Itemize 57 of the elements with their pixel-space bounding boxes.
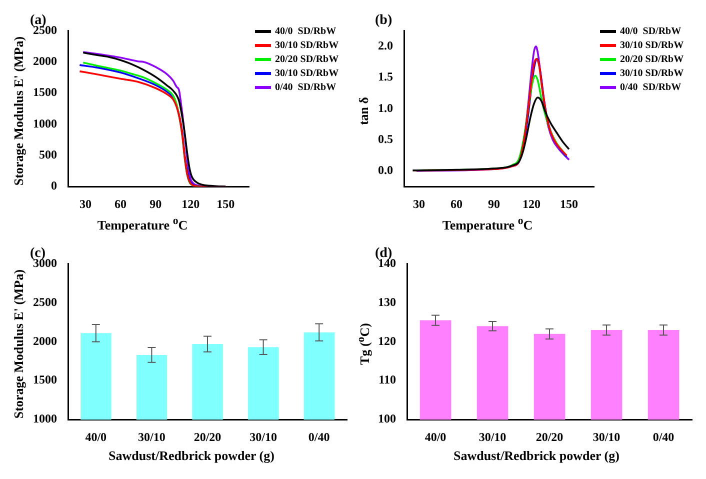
- x-tick-label: 90: [150, 196, 162, 211]
- y-axis-title: Storage Modulus E' (MPa): [11, 269, 27, 419]
- x-axis-title: Temperature $^{o}$C: [441, 215, 534, 234]
- x-tick-label: 60: [114, 196, 127, 211]
- x-tick-label: 30/10: [250, 430, 277, 444]
- y-tick-label: 0.0: [378, 163, 393, 178]
- y-tick-label: 500: [39, 148, 57, 162]
- line-series: [412, 96, 570, 172]
- x-axis-title: Sawdust/Redbrick powder (g): [452, 448, 620, 465]
- x-tick-label: 40/0: [85, 430, 107, 444]
- chart-title: (b): [375, 13, 392, 28]
- x-tick-label: 0/40: [652, 430, 674, 444]
- x-tick-label: 150: [216, 196, 235, 211]
- legend-label: 0/40 SD/RbW: [620, 82, 682, 93]
- y-tick-label: 120: [378, 334, 396, 348]
- y-tick-label: 2500: [33, 294, 57, 309]
- legend-label: 30/10 SD/RbW: [620, 40, 684, 51]
- y-tick-label: 130: [378, 294, 396, 309]
- y-tick-label: 1000: [33, 412, 57, 426]
- legend-label: 30/10 SD/RbW: [620, 68, 684, 79]
- y-tick-label: 2.0: [378, 38, 393, 52]
- x-tick-label: 60: [450, 196, 462, 211]
- x-tick-label: 120: [182, 196, 200, 211]
- y-tick-label: 1.5: [378, 70, 393, 84]
- x-tick-label: 30: [80, 196, 92, 211]
- legend-label: 20/20 SD/RbW: [620, 54, 684, 65]
- x-tick-label: 30/10: [592, 430, 620, 444]
- x-tick-label: 120: [522, 196, 540, 211]
- legend-label: 30/10 SD/RbW: [275, 40, 339, 51]
- x-tick-label: 20/20: [194, 430, 222, 444]
- y-axis-title: Storage Modulus E' (MPa): [11, 36, 27, 186]
- y-tick-label: 0: [51, 178, 57, 193]
- y-tick-label: 110: [378, 372, 396, 387]
- x-tick-label: 90: [488, 196, 500, 211]
- x-axis-title: Temperature $^{o}$C: [96, 215, 189, 234]
- x-axis-title: Sawdust/Redbrick powder (g): [108, 448, 276, 465]
- legend-label: 40/0 SD/RbW: [275, 26, 336, 37]
- y-tick-label: 1500: [33, 85, 57, 100]
- y-tick-label: 2000: [33, 334, 57, 348]
- x-tick-label: 150: [560, 196, 578, 211]
- x-tick-label: 30/10: [138, 430, 166, 444]
- x-tick-label: 30/10: [478, 430, 506, 444]
- legend-label: 0/40 SD/RbW: [275, 82, 336, 93]
- x-tick-label: 20/20: [536, 430, 564, 444]
- y-tick-label: 1000: [33, 116, 57, 130]
- y-axis-title: tan δ: [356, 96, 372, 126]
- legend-label: 20/20 SD/RbW: [275, 54, 339, 65]
- y-tick-label: 0.5: [378, 132, 393, 146]
- y-tick-label: 100: [378, 412, 396, 426]
- y-tick-label: 2000: [33, 54, 57, 68]
- x-tick-label: 40/0: [424, 430, 446, 444]
- y-tick-label: 1.0: [378, 100, 393, 115]
- legend-label: 30/10 SD/RbW: [275, 68, 339, 79]
- x-tick-label: 30: [413, 196, 425, 211]
- y-tick-label: 1500: [33, 372, 57, 387]
- x-tick-label: 0/40: [308, 430, 330, 444]
- legend-label: 40/0 SD/RbW: [620, 26, 682, 37]
